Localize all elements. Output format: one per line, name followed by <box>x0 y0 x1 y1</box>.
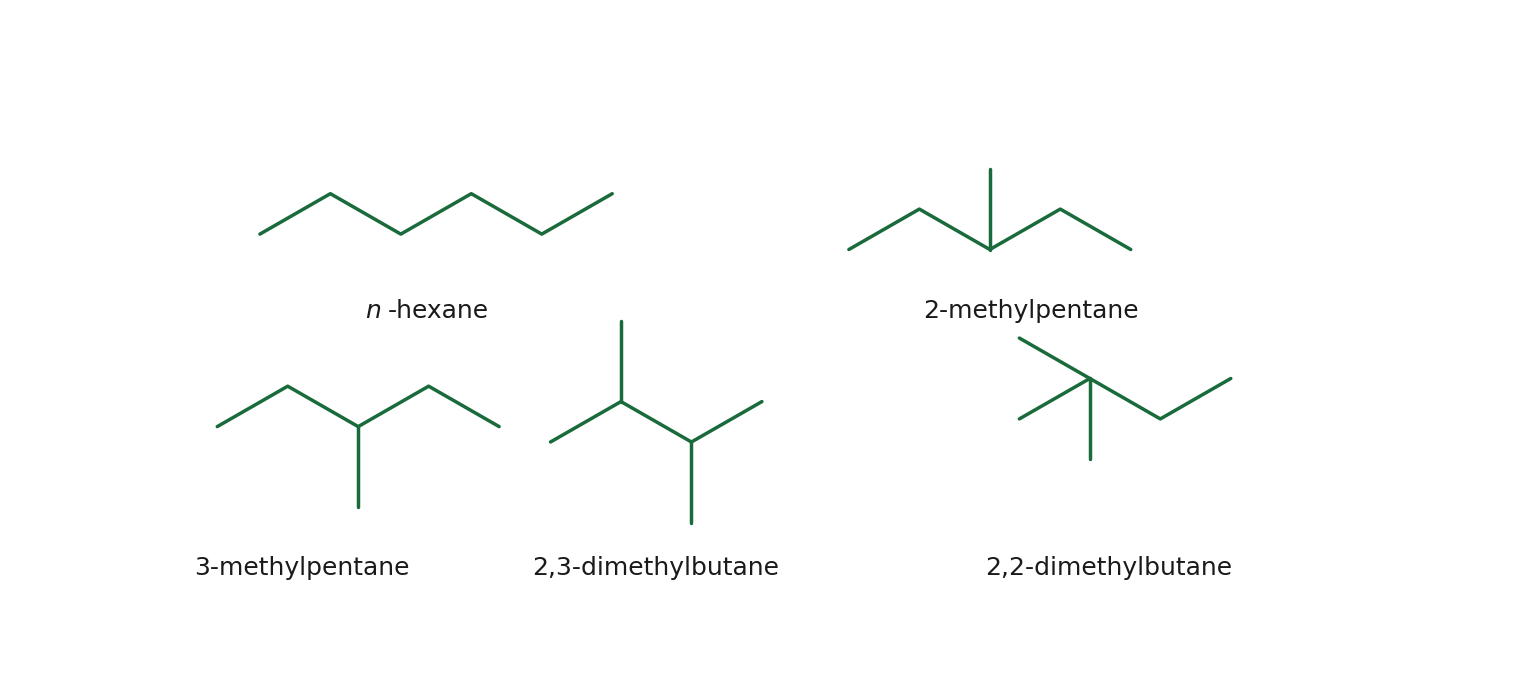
Text: 2,2-dimethylbutane: 2,2-dimethylbutane <box>986 555 1232 580</box>
Text: $n$: $n$ <box>365 299 382 323</box>
Text: -hexane: -hexane <box>388 299 488 323</box>
Text: 2-methylpentane: 2-methylpentane <box>923 299 1139 323</box>
Text: 2,3-dimethylbutane: 2,3-dimethylbutane <box>532 555 779 580</box>
Text: 3-methylpentane: 3-methylpentane <box>195 555 409 580</box>
